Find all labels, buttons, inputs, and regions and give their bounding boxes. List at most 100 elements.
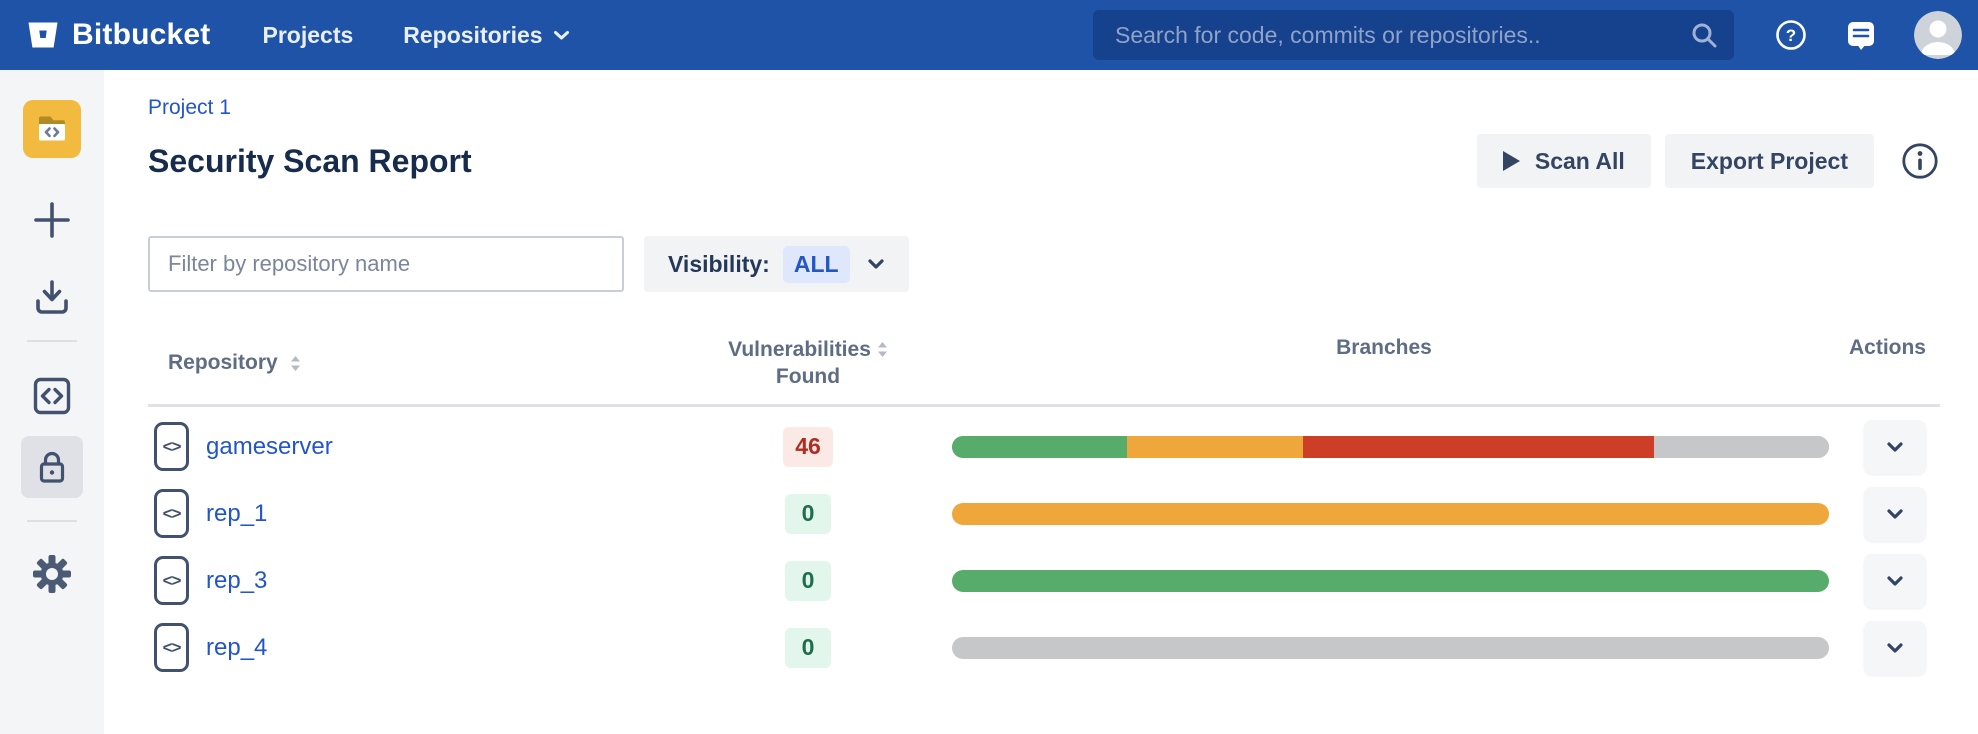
branches-header-label: Branches bbox=[1336, 336, 1432, 359]
vulnerabilities-cell: 0 bbox=[688, 560, 928, 601]
chevron-down-icon bbox=[1886, 575, 1904, 587]
column-header-vulnerabilities[interactable]: Vulnerabilities Found bbox=[688, 336, 928, 390]
search-icon[interactable] bbox=[1690, 21, 1718, 49]
row-actions-button[interactable] bbox=[1864, 553, 1926, 608]
repository-header-label: Repository bbox=[168, 351, 278, 374]
scan-all-label: Scan All bbox=[1534, 147, 1625, 174]
play-icon bbox=[1502, 151, 1520, 171]
download-icon[interactable] bbox=[21, 272, 83, 324]
chevron-down-icon bbox=[867, 258, 885, 270]
plus-icon[interactable] bbox=[21, 194, 83, 246]
sidebar-divider bbox=[27, 340, 77, 342]
repo-link[interactable]: gameserver bbox=[206, 432, 333, 460]
branch-segment-warning bbox=[952, 502, 1829, 525]
row-actions-button[interactable] bbox=[1864, 486, 1926, 541]
navbar-right-icons: ? bbox=[1774, 11, 1962, 59]
repo-link[interactable]: rep_1 bbox=[206, 499, 268, 527]
row-actions-button[interactable] bbox=[1864, 419, 1926, 474]
vulnerabilities-cell: 0 bbox=[688, 493, 928, 534]
vulnerability-count-badge: 0 bbox=[785, 627, 831, 668]
gear-icon[interactable] bbox=[21, 548, 83, 600]
row-actions-button[interactable] bbox=[1864, 620, 1926, 675]
branch-segment-unscanned bbox=[1653, 435, 1829, 458]
vulnerabilities-cell: 46 bbox=[688, 426, 928, 467]
branch-segment-passing bbox=[952, 569, 1829, 592]
title-row: Security Scan Report Scan All Export Pro… bbox=[148, 134, 1940, 188]
repository-icon: <> bbox=[154, 489, 189, 538]
actions-cell bbox=[1840, 486, 1940, 541]
branch-status-bar bbox=[952, 435, 1829, 458]
repository-filter-input[interactable] bbox=[148, 236, 624, 292]
user-avatar[interactable] bbox=[1914, 11, 1962, 59]
scan-all-button[interactable]: Scan All bbox=[1476, 134, 1651, 188]
project-avatar-folder-code-icon[interactable] bbox=[23, 100, 81, 158]
branches-cell bbox=[928, 435, 1840, 458]
repo-table-body: <> gameserver 46 <> rep_1 0 bbox=[148, 407, 1940, 681]
branches-cell bbox=[928, 636, 1840, 659]
column-header-repository[interactable]: Repository bbox=[148, 336, 688, 390]
nav-projects[interactable]: Projects bbox=[263, 22, 354, 49]
actions-cell bbox=[1840, 419, 1940, 474]
lock-icon[interactable] bbox=[21, 436, 83, 498]
chevron-down-icon bbox=[1886, 642, 1904, 654]
page-title: Security Scan Report bbox=[148, 142, 472, 179]
filter-row: Visibility: ALL bbox=[148, 236, 1940, 292]
help-icon[interactable]: ? bbox=[1774, 18, 1808, 52]
header-actions: Scan All Export Project bbox=[1476, 134, 1940, 188]
repository-icon: <> bbox=[154, 422, 189, 471]
branch-status-bar bbox=[952, 636, 1829, 659]
branch-status-bar bbox=[952, 502, 1829, 525]
vulnerabilities-cell: 0 bbox=[688, 627, 928, 668]
breadcrumb-project-link[interactable]: Project 1 bbox=[148, 96, 231, 119]
sort-icon bbox=[877, 341, 888, 358]
actions-header-label: Actions bbox=[1848, 336, 1926, 359]
column-header-actions: Actions bbox=[1840, 336, 1940, 390]
repo-link[interactable]: rep_3 bbox=[206, 566, 268, 594]
vulnerability-count-badge: 0 bbox=[785, 493, 831, 534]
vulnerability-count-badge: 0 bbox=[785, 560, 831, 601]
table-row: <> rep_3 0 bbox=[148, 547, 1940, 614]
repository-icon: <> bbox=[154, 623, 189, 672]
nav-repositories-label: Repositories bbox=[403, 21, 543, 48]
visibility-dropdown[interactable]: Visibility: ALL bbox=[644, 236, 909, 292]
info-icon[interactable] bbox=[1900, 141, 1940, 181]
repository-cell: <> rep_1 bbox=[148, 489, 688, 538]
table-row: <> gameserver 46 bbox=[148, 413, 1940, 480]
visibility-value: ALL bbox=[782, 245, 850, 283]
repository-cell: <> rep_4 bbox=[148, 623, 688, 672]
chevron-down-icon bbox=[1886, 441, 1904, 453]
table-row: <> rep_4 0 bbox=[148, 614, 1940, 681]
sidebar-divider bbox=[27, 520, 77, 522]
search-input[interactable] bbox=[1113, 20, 1690, 50]
nav-projects-label: Projects bbox=[262, 21, 354, 48]
nav-repositories[interactable]: Repositories bbox=[403, 22, 569, 49]
branch-status-bar bbox=[952, 569, 1829, 592]
feedback-icon[interactable] bbox=[1844, 18, 1878, 52]
branches-cell bbox=[928, 569, 1840, 592]
bitbucket-home-link[interactable]: Bitbucket bbox=[26, 18, 211, 52]
top-navbar: Bitbucket Projects Repositories bbox=[0, 0, 1978, 70]
branch-segment-warning bbox=[1127, 435, 1303, 458]
branch-segment-unscanned bbox=[952, 636, 1829, 659]
table-row: <> rep_1 0 bbox=[148, 480, 1940, 547]
branch-segment-failing bbox=[1302, 435, 1654, 458]
chevron-down-icon bbox=[553, 30, 570, 41]
global-search bbox=[1093, 10, 1734, 60]
actions-cell bbox=[1840, 620, 1940, 675]
repository-cell: <> gameserver bbox=[148, 422, 688, 471]
vulnerability-count-badge: 46 bbox=[783, 426, 833, 467]
vulnerabilities-header-line2: Found bbox=[775, 365, 841, 388]
export-project-button[interactable]: Export Project bbox=[1664, 134, 1874, 188]
branch-segment-passing bbox=[952, 435, 1128, 458]
repository-icon: <> bbox=[154, 556, 189, 605]
actions-cell bbox=[1840, 553, 1940, 608]
export-project-label: Export Project bbox=[1690, 147, 1848, 174]
repo-link[interactable]: rep_4 bbox=[206, 633, 268, 661]
left-sidebar bbox=[0, 70, 104, 734]
code-brackets-icon[interactable] bbox=[21, 370, 83, 422]
visibility-label: Visibility: bbox=[668, 250, 770, 277]
vulnerabilities-header-line1: Vulnerabilities bbox=[728, 338, 871, 361]
sort-icon bbox=[290, 355, 301, 372]
table-header-row: Repository Vulnerabilities Found B bbox=[148, 336, 1940, 407]
